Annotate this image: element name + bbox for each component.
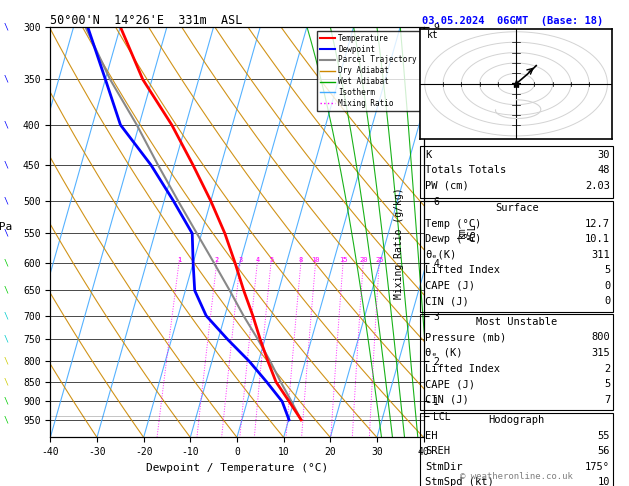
Text: CAPE (J): CAPE (J)	[425, 281, 475, 291]
Text: CIN (J): CIN (J)	[425, 296, 469, 307]
Text: Hodograph: Hodograph	[489, 415, 545, 425]
Text: Lifted Index: Lifted Index	[425, 364, 500, 374]
Text: 2: 2	[604, 364, 610, 374]
Text: \: \	[3, 22, 8, 31]
Text: 15: 15	[339, 257, 347, 263]
Text: Mixing Ratio (g/kg): Mixing Ratio (g/kg)	[394, 187, 404, 299]
Text: \: \	[3, 397, 8, 406]
Text: \: \	[3, 229, 8, 238]
Text: 03.05.2024  06GMT  (Base: 18): 03.05.2024 06GMT (Base: 18)	[422, 16, 603, 26]
Legend: Temperature, Dewpoint, Parcel Trajectory, Dry Adiabat, Wet Adiabat, Isotherm, Mi: Temperature, Dewpoint, Parcel Trajectory…	[317, 31, 420, 111]
Text: 311: 311	[591, 250, 610, 260]
Text: \: \	[3, 311, 8, 320]
Text: \: \	[3, 335, 8, 344]
Text: Pressure (mb): Pressure (mb)	[425, 332, 506, 343]
Text: Most Unstable: Most Unstable	[476, 317, 557, 327]
Text: 175°: 175°	[585, 462, 610, 472]
Text: 8: 8	[299, 257, 303, 263]
Text: 0: 0	[604, 296, 610, 307]
Text: 2: 2	[215, 257, 219, 263]
Text: 0: 0	[604, 281, 610, 291]
Text: \: \	[3, 416, 8, 424]
Text: 10: 10	[598, 477, 610, 486]
Text: θₑ (K): θₑ (K)	[425, 348, 463, 358]
Text: \: \	[3, 259, 8, 268]
Text: 56: 56	[598, 446, 610, 456]
Text: PW (cm): PW (cm)	[425, 181, 469, 191]
Text: \: \	[3, 121, 8, 129]
Text: \: \	[3, 357, 8, 366]
Text: StmDir: StmDir	[425, 462, 463, 472]
Text: Temp (°C): Temp (°C)	[425, 219, 481, 229]
Text: \: \	[3, 286, 8, 295]
Text: 5: 5	[269, 257, 274, 263]
Text: 5: 5	[604, 265, 610, 276]
Text: 48: 48	[598, 165, 610, 175]
Text: EH: EH	[425, 431, 438, 441]
Text: 800: 800	[591, 332, 610, 343]
Text: 55: 55	[598, 431, 610, 441]
Text: CAPE (J): CAPE (J)	[425, 379, 475, 389]
Text: kt: kt	[426, 30, 438, 40]
Text: 12.7: 12.7	[585, 219, 610, 229]
Text: \: \	[3, 196, 8, 206]
Text: Surface: Surface	[495, 203, 538, 213]
Text: θₑ(K): θₑ(K)	[425, 250, 457, 260]
Text: 1: 1	[177, 257, 181, 263]
Text: StmSpd (kt): StmSpd (kt)	[425, 477, 494, 486]
Text: 7: 7	[604, 395, 610, 405]
Text: Totals Totals: Totals Totals	[425, 165, 506, 175]
Text: \: \	[3, 378, 8, 386]
X-axis label: Dewpoint / Temperature (°C): Dewpoint / Temperature (°C)	[146, 463, 328, 473]
Text: 2.03: 2.03	[585, 181, 610, 191]
Text: 315: 315	[591, 348, 610, 358]
Text: CIN (J): CIN (J)	[425, 395, 469, 405]
Text: 20: 20	[359, 257, 367, 263]
Text: © weatheronline.co.uk: © weatheronline.co.uk	[460, 472, 573, 481]
Text: 10.1: 10.1	[585, 234, 610, 244]
Text: 3: 3	[238, 257, 243, 263]
Text: Dewp (°C): Dewp (°C)	[425, 234, 481, 244]
Text: 4: 4	[255, 257, 260, 263]
Y-axis label: hPa: hPa	[0, 222, 12, 232]
Y-axis label: km
ASL: km ASL	[457, 223, 478, 241]
Text: 30: 30	[598, 150, 610, 160]
Text: 25: 25	[375, 257, 384, 263]
Text: SREH: SREH	[425, 446, 450, 456]
Text: K: K	[425, 150, 431, 160]
Text: 5: 5	[604, 379, 610, 389]
Text: 50°00'N  14°26'E  331m  ASL: 50°00'N 14°26'E 331m ASL	[50, 14, 243, 27]
Text: 10: 10	[311, 257, 320, 263]
Text: \: \	[3, 160, 8, 170]
Text: \: \	[3, 75, 8, 84]
Text: Lifted Index: Lifted Index	[425, 265, 500, 276]
